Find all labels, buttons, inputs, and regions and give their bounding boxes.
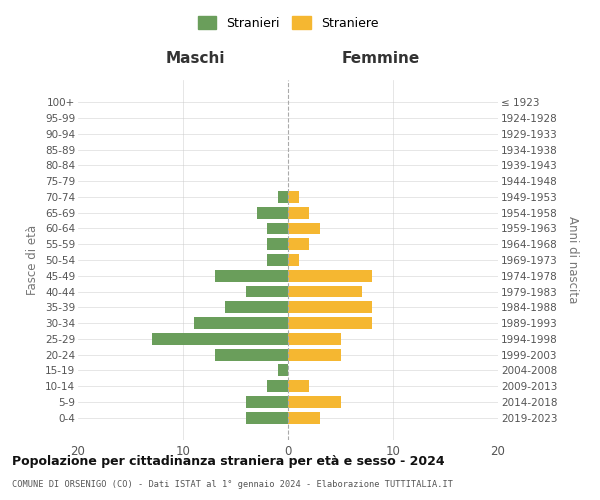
Y-axis label: Fasce di età: Fasce di età: [26, 225, 40, 295]
Bar: [246, 286, 288, 298]
Text: Popolazione per cittadinanza straniera per età e sesso - 2024: Popolazione per cittadinanza straniera p…: [12, 455, 445, 468]
Bar: [288, 207, 309, 218]
Bar: [288, 317, 372, 329]
Bar: [267, 254, 288, 266]
Bar: [267, 380, 288, 392]
Bar: [288, 333, 341, 345]
Bar: [246, 396, 288, 408]
Text: Maschi: Maschi: [166, 50, 226, 66]
Bar: [215, 270, 288, 281]
Text: COMUNE DI ORSENIGO (CO) - Dati ISTAT al 1° gennaio 2024 - Elaborazione TUTTITALI: COMUNE DI ORSENIGO (CO) - Dati ISTAT al …: [12, 480, 453, 489]
Bar: [246, 412, 288, 424]
Bar: [257, 207, 288, 218]
Bar: [267, 238, 288, 250]
Bar: [288, 286, 361, 298]
Bar: [193, 317, 288, 329]
Bar: [288, 222, 320, 234]
Bar: [277, 191, 288, 203]
Bar: [288, 254, 299, 266]
Bar: [288, 238, 309, 250]
Bar: [288, 191, 299, 203]
Y-axis label: Anni di nascita: Anni di nascita: [566, 216, 579, 304]
Text: Femmine: Femmine: [341, 50, 419, 66]
Bar: [288, 302, 372, 313]
Legend: Stranieri, Straniere: Stranieri, Straniere: [193, 11, 383, 35]
Bar: [215, 348, 288, 360]
Bar: [225, 302, 288, 313]
Bar: [267, 222, 288, 234]
Bar: [277, 364, 288, 376]
Bar: [288, 270, 372, 281]
Bar: [151, 333, 288, 345]
Bar: [288, 380, 309, 392]
Bar: [288, 348, 341, 360]
Bar: [288, 412, 320, 424]
Bar: [288, 396, 341, 408]
